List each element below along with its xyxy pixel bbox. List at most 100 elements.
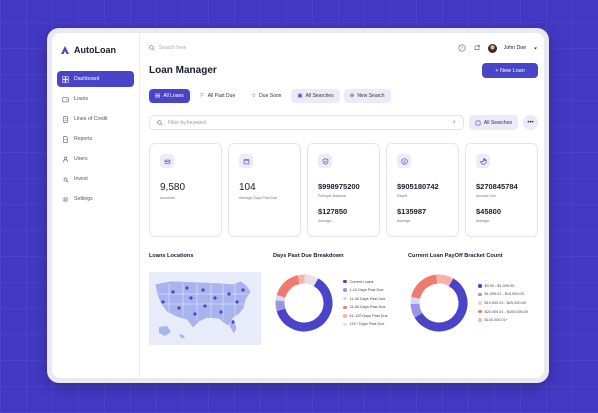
calendar-icon [239, 154, 253, 168]
legend-label: 121+ Days Past Due [349, 322, 385, 327]
legend-dot [478, 284, 482, 288]
legend-item: Current Loans [343, 280, 388, 284]
invest-icon [62, 176, 69, 183]
svg-text:$: $ [403, 159, 406, 163]
legend-item: 1-10 Days Past Due [343, 288, 388, 292]
tab-due-soon[interactable]: ☆ Due Soon [245, 89, 287, 103]
tab-bar: ▤ All Loans ⚐ All Past Due ☆ Due Soon ▣ All Sea… [149, 89, 538, 103]
payoff-donut[interactable] [408, 272, 470, 334]
sidebar-item-loans[interactable]: Loans [57, 91, 134, 107]
bell-icon[interactable] [473, 44, 481, 52]
dollar-coin-icon: $ [397, 154, 411, 168]
new-loan-button[interactable]: + New Loan [482, 63, 538, 78]
sidebar-item-settings[interactable]: Settings [57, 191, 134, 207]
plus-circle-icon: ⊕ [349, 93, 355, 99]
legend-dot [478, 309, 482, 314]
filter-placeholder: Filter by keyword [168, 119, 206, 126]
page-header: Loan Manager + New Loan [149, 63, 538, 78]
filter-row: Filter by keyword × All Searches ••• [149, 115, 538, 130]
legend-label: $20,000.01 - $100,000.00 [484, 309, 529, 314]
avatar[interactable] [487, 43, 497, 53]
stat-card[interactable]: 104 Average Days Past Due [228, 143, 301, 237]
filter-input[interactable]: Filter by keyword × [149, 115, 464, 130]
stat-value: 9,580 [160, 182, 186, 193]
donut-segment[interactable] [273, 272, 335, 334]
stat-average-label: Average [476, 219, 490, 223]
tab-all-past-due[interactable]: ⚐ All Past Due [194, 89, 241, 103]
tab-new-search[interactable]: ⊕ New Search [343, 89, 391, 103]
loans-locations-panel: Loans Locations [149, 253, 261, 345]
star-icon: ☆ [251, 93, 257, 99]
all-searches-button[interactable]: All Searches [468, 115, 518, 130]
charts-row: Loans Locations [149, 253, 538, 345]
sidebar-item-reports[interactable]: Reports [57, 131, 134, 147]
stat-card[interactable]: 9,580 Accounts [149, 143, 222, 237]
donut-segment[interactable] [408, 272, 470, 334]
legend-dot [478, 318, 482, 322]
us-map-graphic [154, 280, 252, 338]
stat-label: Payoff [397, 194, 408, 198]
stat-value: 104 [239, 182, 256, 193]
stat-card[interactable]: $ $905180742 Payoff $135987 Average [386, 143, 459, 237]
tab-label: New Search [357, 93, 385, 99]
search-icon [149, 45, 155, 51]
topbar-right: ? John Doe [458, 43, 538, 53]
donut-segment[interactable] [408, 272, 470, 334]
sidebar-item-label: Dashboard [74, 76, 100, 82]
help-icon[interactable]: ? [458, 44, 466, 52]
shield-check-icon [318, 154, 332, 168]
legend-dot [343, 305, 347, 310]
sidebar-item-label: Settings [74, 196, 93, 202]
clear-icon[interactable]: × [452, 119, 456, 126]
tab-label: All Past Due [207, 93, 236, 99]
card-stack-icon [160, 154, 174, 168]
tab-all-searches[interactable]: ▣ All Searches [291, 89, 340, 103]
stat-label: Amount Due [476, 194, 496, 198]
legend-dot [343, 314, 347, 318]
tab-all-loans[interactable]: ▤ All Loans [149, 89, 190, 103]
report-icon [62, 135, 69, 143]
app-logo[interactable]: AutoLoan [60, 45, 134, 55]
sidebar-item-users[interactable]: Users [57, 151, 134, 167]
app-window: AutoLoan Dashboard Loans Lines of Credit Re… [52, 33, 544, 378]
search-icon [157, 119, 163, 126]
us-map[interactable] [149, 272, 261, 345]
legend-item: $1,000.01 - $10,000.00 [478, 292, 528, 296]
payoff-legend: $0.00 - $1,000.00 $1,000.01 - $10,000.00 $… [478, 284, 528, 322]
sidebar-item-invest[interactable]: Invest [57, 171, 134, 187]
donut-segment[interactable] [273, 272, 335, 334]
main-content: Search here ? John Doe Loan Manager + Ne… [140, 33, 544, 378]
stat-average-label: Average [397, 219, 411, 223]
legend-label: 11-30 Days Past Due [349, 296, 386, 301]
stat-card[interactable]: $998975200 Principle Balance $127850 Ave… [307, 143, 380, 237]
window-frame: AutoLoan Dashboard Loans Lines of Credit Re… [47, 28, 549, 383]
sidebar-item-lines-of-credit[interactable]: Lines of Credit [57, 111, 134, 127]
sidebar-item-label: Reports [74, 136, 93, 142]
all-searches-label: All Searches [483, 119, 512, 126]
past-due-legend: Current Loans 1-10 Days Past Due 11-30 Day… [343, 280, 388, 327]
legend-label: $0.00 - $1,000.00 [484, 283, 515, 288]
past-due-donut[interactable] [273, 272, 335, 334]
legend-item: 11-30 Days Past Due [343, 297, 388, 301]
past-due-chart: Current Loans 1-10 Days Past Due 11-30 Day… [273, 272, 403, 334]
list-icon: ▤ [155, 93, 161, 99]
stat-value: $905180742 [397, 182, 439, 191]
sidebar-item-label: Users [74, 156, 88, 162]
legend-label: 61-120 Days Past Due [349, 313, 388, 318]
legend-item: $0.00 - $1,000.00 [478, 284, 528, 288]
sidebar-item-dashboard[interactable]: Dashboard [57, 71, 134, 87]
svg-text:?: ? [461, 46, 464, 51]
payoff-title: Current Loan PayOff Bracket Count [408, 253, 503, 259]
stat-cards: 9,580 Accounts 104 Average Days Past Due $… [149, 143, 538, 237]
legend-label: Current Loans [349, 279, 374, 284]
user-name[interactable]: John Doe [503, 45, 526, 51]
stat-card[interactable]: $270845784 Amount Due $45800 Average [465, 143, 538, 237]
legend-dot [478, 301, 482, 305]
legend-item: $10,000.01 - $20,000.00 [478, 301, 528, 305]
flag-icon: ⚐ [199, 93, 205, 99]
chevron-down-icon[interactable] [533, 46, 538, 51]
search-input[interactable]: Search here [149, 45, 458, 51]
tab-label: All Searches [305, 93, 334, 99]
more-options-button[interactable]: ••• [523, 115, 538, 130]
legend-dot [478, 292, 482, 297]
